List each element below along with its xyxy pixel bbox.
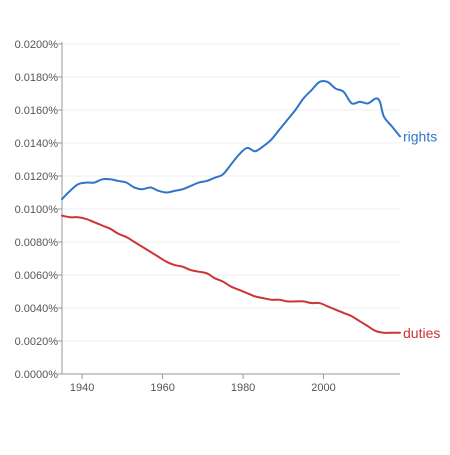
y-tick-label: 0.0120%	[15, 171, 59, 183]
series-line-duties	[61, 214, 401, 334]
axes: 0.0000% 0.0020% 0.0040% 0.0060% 0.0080% 0.010…	[15, 39, 400, 394]
y-tick-label: 0.0100%	[15, 204, 59, 216]
series-label-rights: rights	[403, 128, 437, 144]
series-line-rights	[61, 80, 401, 201]
x-tick-label: 1980	[231, 382, 255, 394]
series-label-duties: duties	[403, 325, 440, 341]
y-tick-label: 0.0080%	[15, 237, 59, 249]
y-tick-label: 0.0060%	[15, 270, 59, 282]
y-tick-label: 0.0160%	[15, 105, 59, 117]
x-tick-label: 1940	[70, 382, 94, 394]
y-tick-label: 0.0140%	[15, 138, 59, 150]
y-tick-label: 0.0000%	[15, 369, 59, 381]
y-tick-label: 0.0180%	[15, 72, 59, 84]
y-tick-label: 0.0020%	[15, 336, 59, 348]
gridlines	[62, 43, 400, 342]
series-labels: rights duties	[403, 128, 440, 340]
x-tick-label: 2000	[311, 382, 335, 394]
series-lines	[61, 80, 401, 334]
x-tick-label: 1960	[150, 382, 174, 394]
y-tick-label: 0.0040%	[15, 303, 59, 315]
y-tick-label: 0.0200%	[15, 39, 59, 51]
